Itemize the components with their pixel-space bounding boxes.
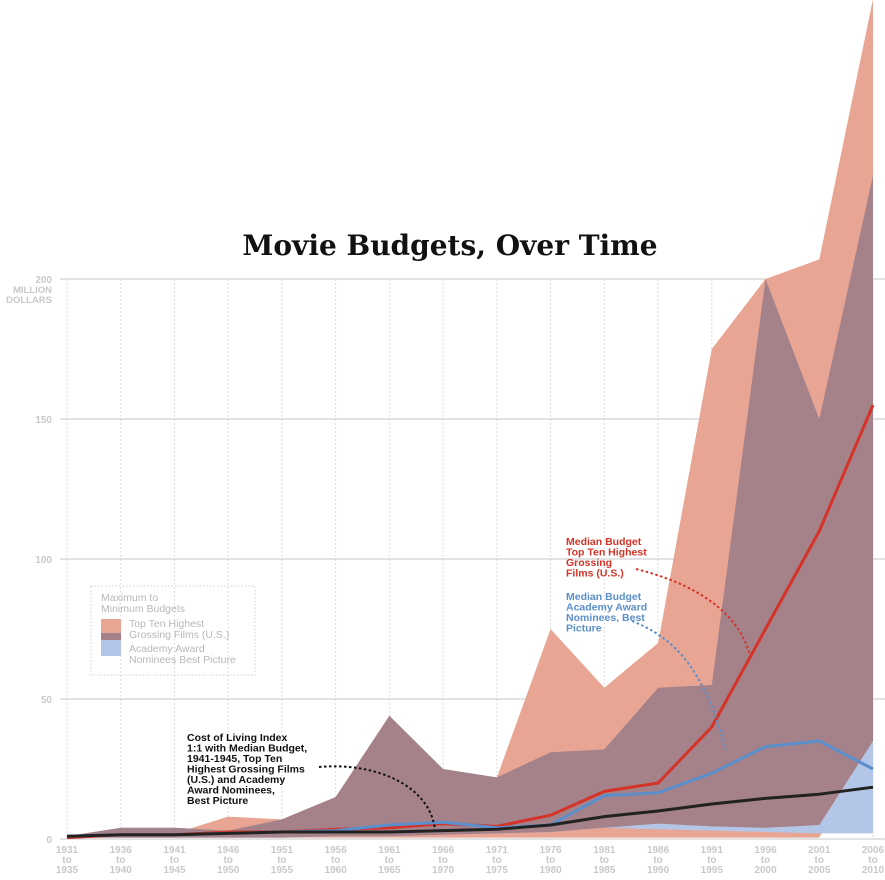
y-tick-label: 50 bbox=[41, 695, 53, 706]
y-tick-label: 100 bbox=[35, 555, 52, 566]
area-top-ten-highest-grossing-films-u-s- bbox=[67, 0, 873, 838]
x-tick-label: 2006 bbox=[862, 845, 885, 856]
x-tick-label: 1965 bbox=[378, 865, 401, 876]
line-cost-of-living-index bbox=[66, 785, 874, 838]
x-tick-label: 1941 bbox=[163, 845, 186, 856]
x-tick-label: 1985 bbox=[593, 865, 616, 876]
annotation-text: Best Picture bbox=[187, 795, 248, 807]
x-tick-label: 1986 bbox=[647, 845, 670, 856]
annotation-text: Median Budget bbox=[566, 591, 642, 603]
x-tick-label: 1956 bbox=[325, 845, 348, 856]
annotation-text: Nominees, Best bbox=[566, 612, 645, 624]
annotation-text: Highest Grossing Films bbox=[187, 764, 305, 776]
x-tick-label: 1931 bbox=[56, 845, 79, 856]
legend-title: Maximum to bbox=[101, 592, 158, 604]
x-tick-label: to bbox=[170, 855, 179, 866]
legend-swatch-overlap bbox=[101, 633, 121, 640]
x-tick-label: 1935 bbox=[56, 865, 79, 876]
x-tick-label: 1945 bbox=[163, 865, 186, 876]
x-tick-label: to bbox=[492, 855, 501, 866]
annotation-text: Award Nominees, bbox=[187, 785, 275, 797]
y-tick-label: 0 bbox=[46, 835, 52, 846]
x-tick-label: 1991 bbox=[701, 845, 724, 856]
annotation-text: 1:1 with Median Budget, bbox=[187, 743, 307, 755]
x-tick-label: to bbox=[707, 855, 716, 866]
x-tick-label: to bbox=[546, 855, 555, 866]
legend-box bbox=[90, 585, 256, 676]
line-series bbox=[66, 404, 875, 840]
legend-item-label: Grossing Films (U.S.) bbox=[129, 629, 229, 641]
x-tick-label: 2001 bbox=[808, 845, 831, 856]
x-tick-label: 1975 bbox=[486, 865, 509, 876]
annotation-text: Films (U.S.) bbox=[566, 568, 624, 580]
x-axis: 1931to19351936to19401941to19451946to1950… bbox=[56, 845, 885, 876]
x-tick-label: 1976 bbox=[539, 845, 562, 856]
y-axis-label: MILLION bbox=[13, 285, 52, 296]
x-tick-label: 1936 bbox=[110, 845, 133, 856]
y-tick-label: 150 bbox=[35, 415, 52, 426]
x-tick-label: to bbox=[761, 855, 770, 866]
y-axis-label: DOLLARS bbox=[6, 295, 52, 306]
x-tick-label: 2005 bbox=[808, 865, 831, 876]
annotation-text: Top Ten Highest bbox=[566, 547, 647, 559]
x-tick-label: 2000 bbox=[754, 865, 777, 876]
legend-item-label: Top Ten Highest bbox=[129, 618, 204, 630]
annotation-text: Grossing bbox=[566, 557, 612, 569]
x-tick-label: to bbox=[277, 855, 286, 866]
x-tick-label: to bbox=[116, 855, 125, 866]
x-tick-label: 2010 bbox=[862, 865, 885, 876]
x-tick-label: to bbox=[653, 855, 662, 866]
x-tick-label: 1971 bbox=[486, 845, 509, 856]
area-overlap bbox=[67, 175, 873, 838]
x-tick-label: 1996 bbox=[754, 845, 777, 856]
annotation-text: Cost of Living Index bbox=[187, 732, 287, 744]
x-tick-label: to bbox=[331, 855, 340, 866]
x-tick-label: 1995 bbox=[701, 865, 724, 876]
x-tick-label: 1946 bbox=[217, 845, 240, 856]
annotation-text: Picture bbox=[566, 623, 602, 635]
x-tick-label: to bbox=[438, 855, 447, 866]
x-tick-label: 1990 bbox=[647, 865, 670, 876]
x-tick-label: to bbox=[223, 855, 232, 866]
x-tick-label: 1981 bbox=[593, 845, 616, 856]
x-tick-label: 1940 bbox=[110, 865, 133, 876]
annotation-leader bbox=[635, 568, 751, 657]
area-series bbox=[67, 0, 873, 838]
y-tick-label: 200 bbox=[35, 275, 52, 286]
annotation-text: 1941-1945, Top Ten bbox=[187, 753, 282, 765]
annotation-text: Median Budget bbox=[566, 536, 642, 548]
x-tick-label: to bbox=[62, 855, 71, 866]
x-tick-label: 1950 bbox=[217, 865, 240, 876]
x-tick-label: 1980 bbox=[539, 865, 562, 876]
x-tick-label: to bbox=[868, 855, 877, 866]
x-tick-label: 1966 bbox=[432, 845, 455, 856]
legend-item-label: Nominees Best Picture bbox=[129, 654, 236, 666]
legend-item-label: Academy Award bbox=[129, 643, 205, 655]
x-tick-label: 1970 bbox=[432, 865, 455, 876]
legend-swatch-academy bbox=[101, 640, 121, 656]
x-tick-label: to bbox=[815, 855, 824, 866]
legend-swatch-top-ten bbox=[101, 619, 121, 633]
annotation-leader bbox=[318, 765, 436, 831]
x-tick-label: 1960 bbox=[325, 865, 348, 876]
x-tick-label: 1951 bbox=[271, 845, 294, 856]
legend-title: Minimum Budgets bbox=[101, 603, 185, 615]
chart-title: Movie Budgets, Over Time bbox=[242, 229, 657, 262]
x-tick-label: to bbox=[385, 855, 394, 866]
x-tick-label: to bbox=[600, 855, 609, 866]
annotation-text: (U.S.) and Academy bbox=[187, 774, 285, 786]
x-tick-label: 1961 bbox=[378, 845, 401, 856]
x-tick-label: 1955 bbox=[271, 865, 294, 876]
annotation-text: Academy Award bbox=[566, 602, 647, 614]
annotation-leader bbox=[631, 620, 727, 751]
